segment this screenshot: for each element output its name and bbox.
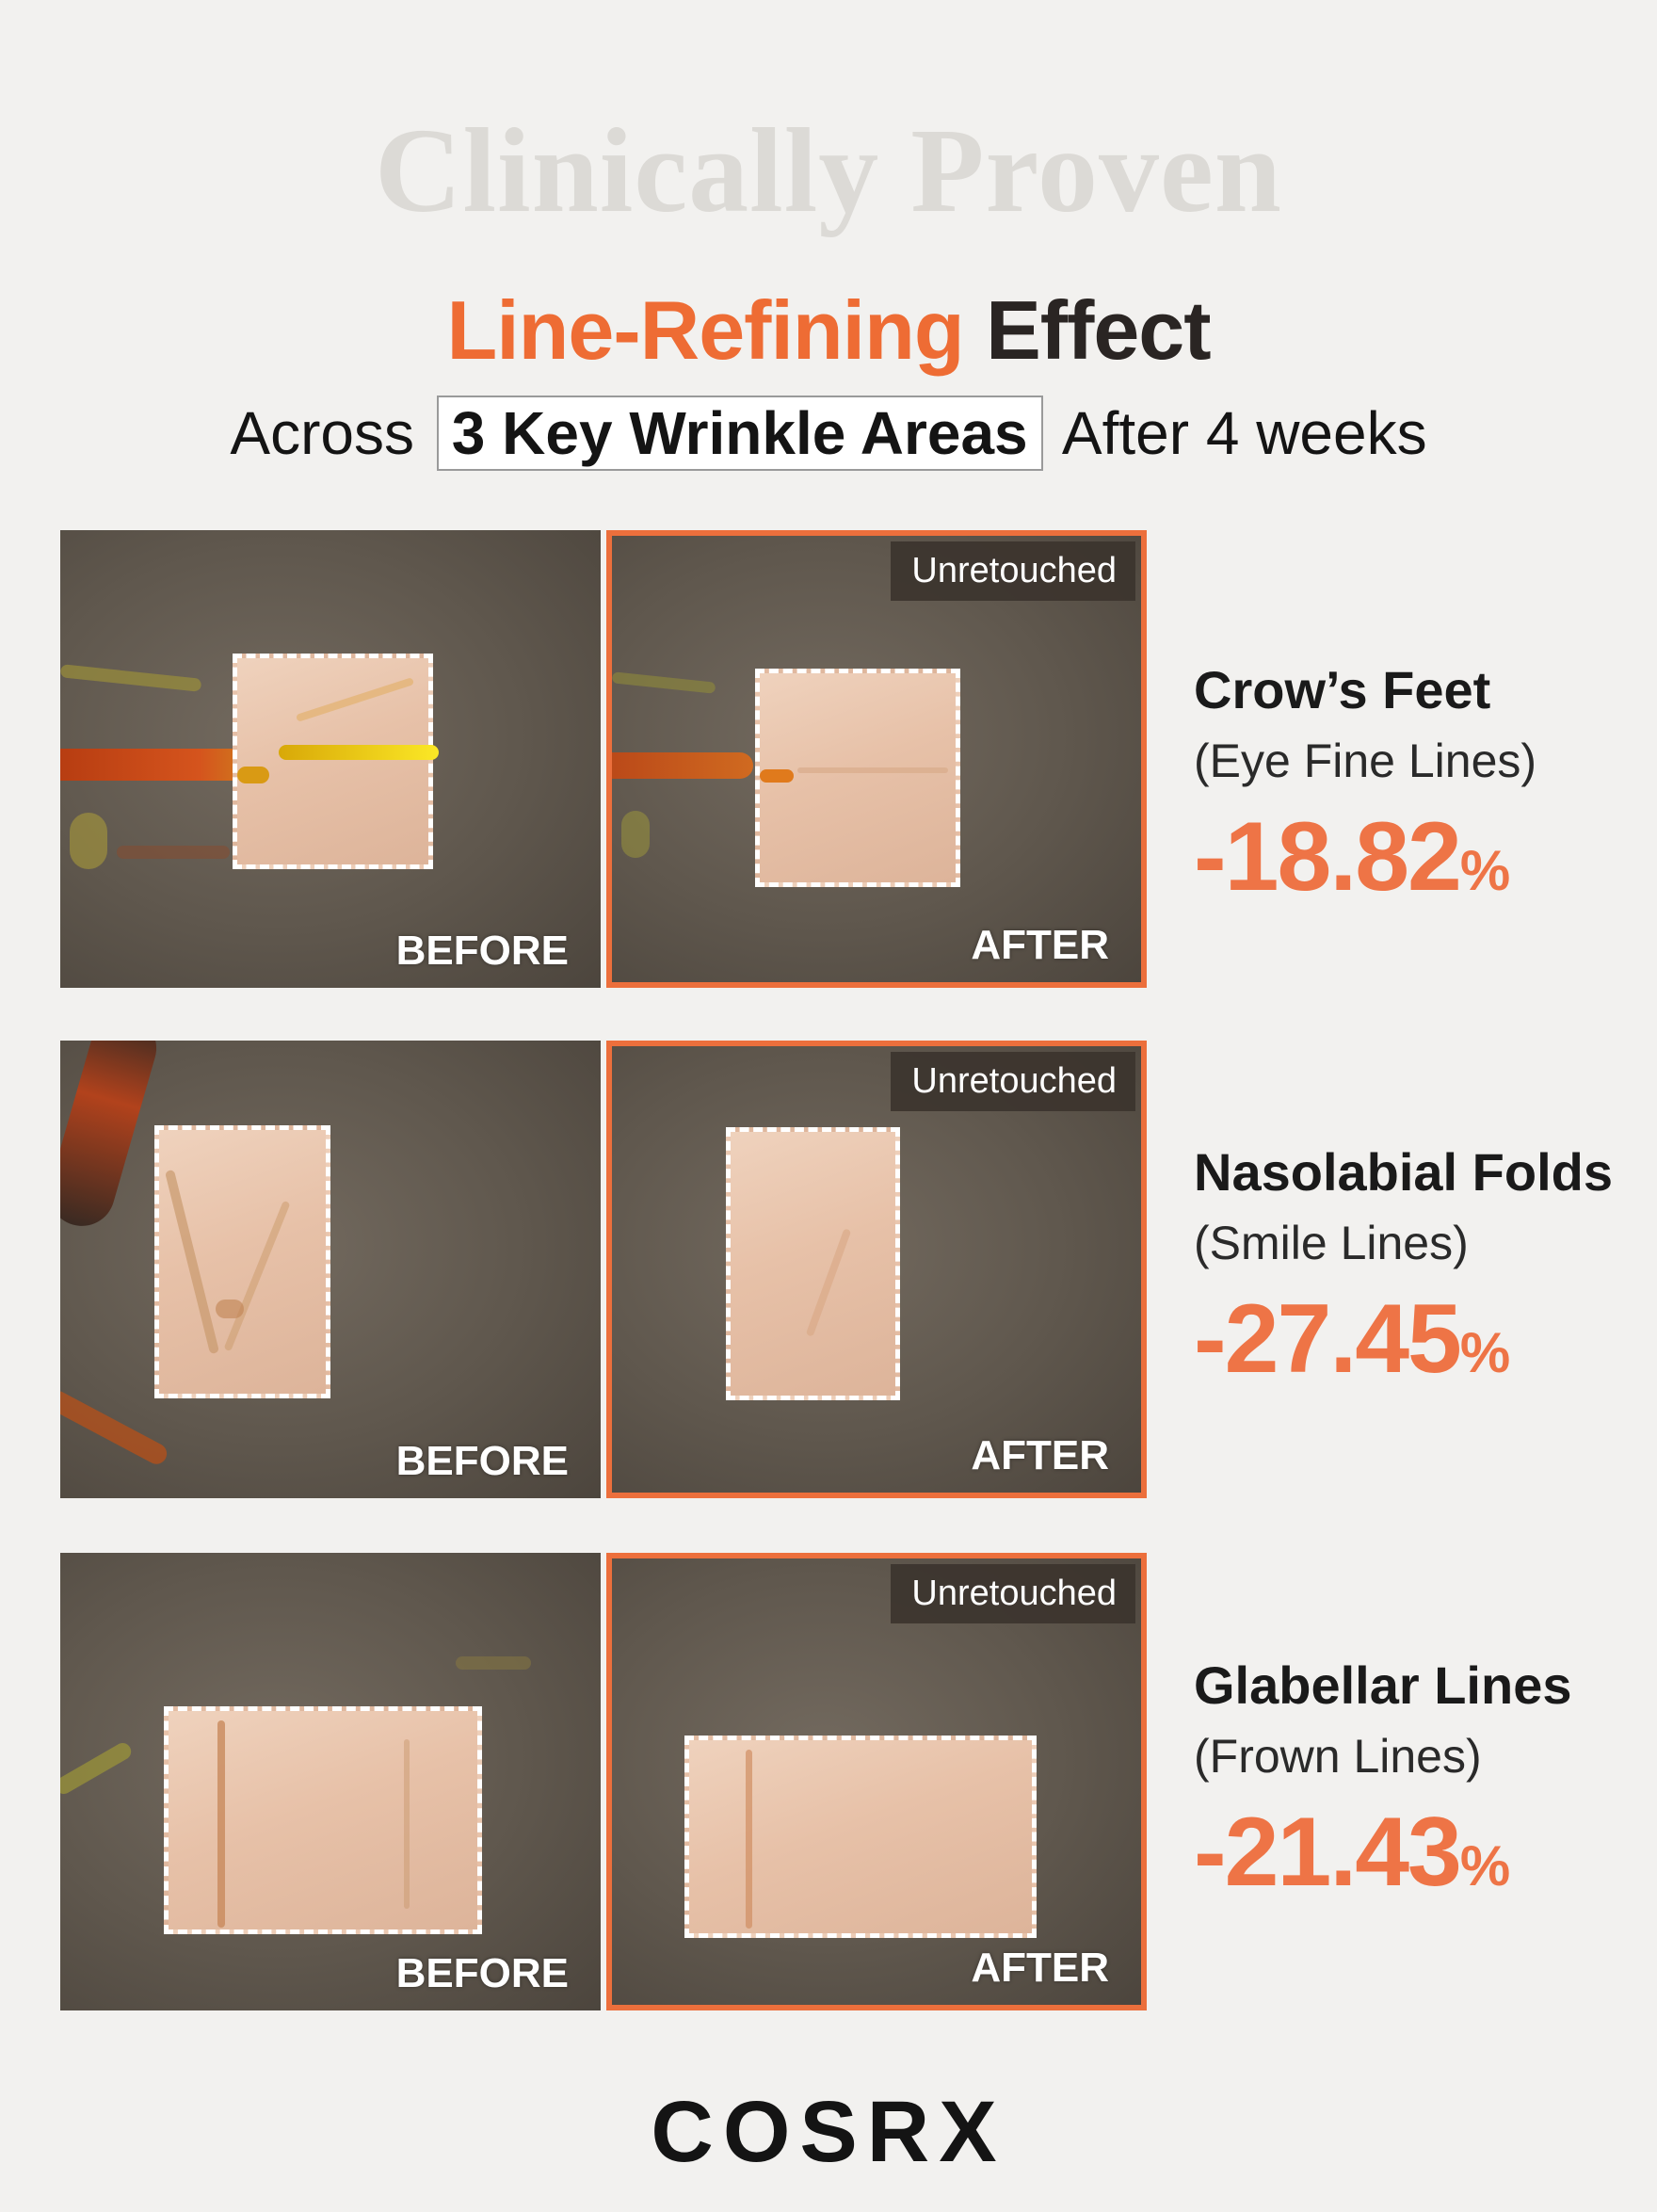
area-name: Nasolabial Folds bbox=[1194, 1142, 1613, 1202]
area-subtitle: (Eye Fine Lines) bbox=[1194, 735, 1537, 787]
before-label: BEFORE bbox=[395, 1950, 569, 1996]
area-subtitle: (Smile Lines) bbox=[1194, 1217, 1469, 1269]
area-name: Crow’s Feet bbox=[1194, 660, 1491, 719]
unretouched-badge: Unretouched bbox=[891, 1564, 1135, 1623]
subtitle-highlight: 3 Key Wrinkle Areas bbox=[436, 396, 1043, 471]
area-percentage: -21.43% bbox=[1194, 1797, 1572, 1909]
after-label: AFTER bbox=[971, 1945, 1109, 1991]
percentage-unit: % bbox=[1459, 839, 1511, 902]
area-percentage: -18.82% bbox=[1194, 801, 1536, 913]
percentage-value: -21.43 bbox=[1194, 1798, 1462, 1907]
before-label: BEFORE bbox=[395, 928, 569, 974]
after-label: AFTER bbox=[971, 922, 1109, 968]
comparison-row-nasolabial-folds: BEFORE Unretouched AFTER Nasolabial Fold… bbox=[0, 1041, 1657, 1498]
page-title: Line-Refining Effect bbox=[0, 283, 1657, 379]
headline: Clinically Proven bbox=[375, 104, 1282, 237]
before-photo: BEFORE bbox=[60, 1553, 601, 2010]
stat-block: Nasolabial Folds (Smile Lines) -27.45% bbox=[1194, 1141, 1613, 1396]
area-name: Glabellar Lines bbox=[1194, 1655, 1572, 1715]
brand-logo: COSRX bbox=[651, 2084, 1006, 2180]
comparison-row-glabellar-lines: BEFORE Unretouched AFTER Glabellar Lines… bbox=[0, 1553, 1657, 2010]
area-subtitle: (Frown Lines) bbox=[1194, 1730, 1482, 1783]
title-rest: Effect bbox=[986, 283, 1211, 377]
unretouched-badge: Unretouched bbox=[891, 1052, 1135, 1111]
subtitle-before: Across bbox=[230, 399, 414, 467]
after-photo: Unretouched AFTER bbox=[606, 1553, 1147, 2010]
before-photo: BEFORE bbox=[60, 530, 601, 988]
after-photo: Unretouched AFTER bbox=[606, 530, 1147, 988]
percentage-value: -27.45 bbox=[1194, 1284, 1462, 1394]
before-label: BEFORE bbox=[395, 1438, 569, 1484]
subtitle: Across 3 Key Wrinkle Areas After 4 weeks bbox=[0, 396, 1657, 471]
area-percentage: -27.45% bbox=[1194, 1284, 1613, 1396]
stat-block: Crow’s Feet (Eye Fine Lines) -18.82% bbox=[1194, 659, 1536, 913]
unretouched-badge: Unretouched bbox=[891, 541, 1135, 601]
stat-block: Glabellar Lines (Frown Lines) -21.43% bbox=[1194, 1655, 1572, 1909]
percentage-unit: % bbox=[1459, 1834, 1511, 1897]
subtitle-after: After 4 weeks bbox=[1061, 399, 1427, 467]
title-accent: Line-Refining bbox=[446, 283, 964, 377]
after-photo: Unretouched AFTER bbox=[606, 1041, 1147, 1498]
percentage-value: -18.82 bbox=[1194, 802, 1462, 912]
before-photo: BEFORE bbox=[60, 1041, 601, 1498]
percentage-unit: % bbox=[1459, 1321, 1511, 1384]
after-label: AFTER bbox=[971, 1432, 1109, 1478]
comparison-row-crows-feet: BEFORE Unretouched AFTER Crow’s Feet (Ey… bbox=[0, 530, 1657, 988]
